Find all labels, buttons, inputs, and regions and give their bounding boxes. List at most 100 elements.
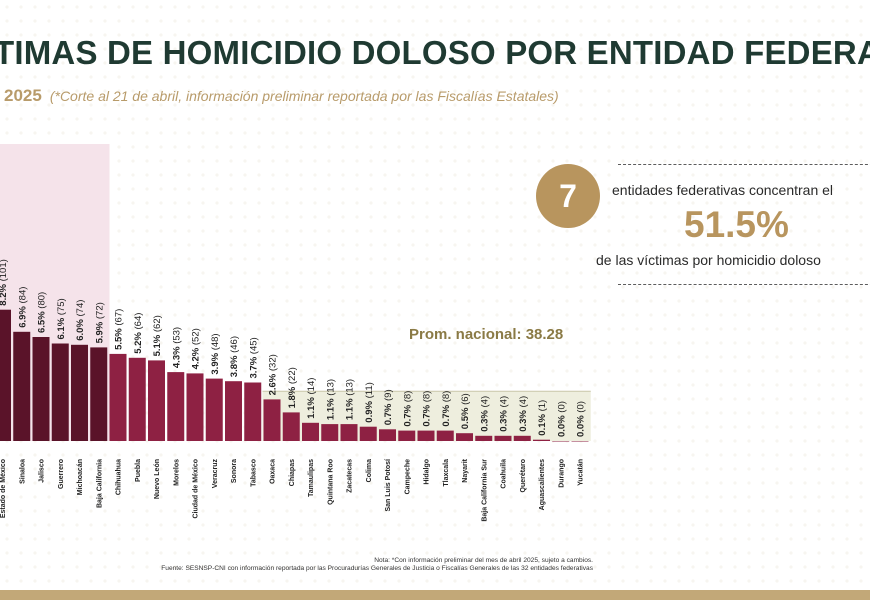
dashed-divider-top [618, 164, 870, 165]
bar-10 [186, 373, 204, 441]
bar-14 [263, 399, 281, 441]
bar-15 [282, 412, 300, 441]
bar-23 [436, 430, 454, 441]
category-label-8: Nuevo León [154, 459, 161, 499]
bar-27 [513, 435, 531, 441]
bar-4 [71, 344, 88, 441]
bar-label-25: 0.3% (4) [479, 396, 490, 432]
footnote: Nota: *Con información preliminar del me… [374, 557, 593, 564]
category-label-1: Sinaloa [19, 459, 26, 484]
bar-20 [379, 429, 396, 441]
category-label-14: Oaxaca [270, 459, 277, 484]
bar-label-0: 8.2% (101) [0, 259, 9, 305]
bar-17 [321, 424, 339, 441]
category-label-7: Puebla [135, 459, 142, 482]
category-label-18: Zacatecas [347, 459, 354, 493]
subtitle-note: (*Corte al 21 de abril, información prel… [49, 88, 559, 104]
bar-label-27: 0.3% (4) [518, 396, 529, 432]
category-label-6: Chihuahua [116, 459, 123, 495]
bar-label-22: 0.7% (8) [422, 391, 433, 427]
category-label-28: Aguascalientes [539, 459, 546, 510]
bar-label-21: 0.7% (8) [402, 391, 413, 427]
bar-label-1: 6.9% (84) [17, 287, 28, 328]
bar-label-18: 1.1% (13) [345, 379, 356, 420]
bar-5 [90, 347, 108, 441]
bar-label-20: 0.7% (9) [383, 389, 394, 425]
bar-label-29: 0.0% (0) [556, 401, 567, 437]
average-label: Prom. nacional: 38.28 [409, 326, 564, 343]
bar-16 [302, 422, 319, 441]
bar-label-28: 0.1% (1) [537, 400, 548, 436]
source-note: Fuente: SESNSP-CNI con información repor… [161, 565, 593, 572]
bar-label-26: 0.3% (4) [499, 396, 510, 432]
count-circle: 7 [536, 164, 600, 228]
bar-26 [494, 435, 512, 441]
bar-21 [398, 430, 416, 441]
bar-11 [205, 378, 223, 441]
category-label-17: Quintana Roo [327, 459, 334, 505]
callout-text-2: de las víctimas por homicidio doloso [596, 252, 821, 268]
bar-29 [552, 441, 570, 442]
bar-6 [109, 353, 127, 441]
category-label-13: Tabasco [250, 459, 257, 487]
bar-label-13: 3.7% (45) [248, 337, 259, 378]
bar-13 [244, 382, 262, 441]
category-label-5: Baja California [96, 459, 103, 508]
bar-2 [32, 337, 50, 441]
category-label-10: Ciudad de México [193, 459, 200, 519]
bar-label-19: 0.9% (11) [364, 382, 375, 423]
category-label-23: Tlaxcala [443, 459, 450, 487]
category-label-4: Michoacán [77, 459, 84, 495]
category-label-20: San Luis Potosí [385, 458, 392, 512]
category-label-9: Morelos [173, 459, 180, 486]
bar-12 [225, 381, 242, 441]
bar-label-8: 5.1% (62) [152, 315, 163, 356]
callout-box: 7 entidades federativas concentran el 51… [534, 150, 870, 300]
category-label-30: Yucatán [578, 459, 585, 486]
bar-0 [0, 309, 11, 441]
category-label-3: Guerrero [58, 459, 65, 489]
category-label-26: Coahuila [501, 459, 508, 489]
bar-18 [340, 424, 358, 441]
bar-label-15: 1.8% (22) [287, 367, 298, 408]
bar-label-6: 5.5% (67) [114, 309, 125, 350]
bottom-band [0, 590, 870, 600]
category-label-2: Jalisco [39, 459, 46, 483]
bar-25 [475, 435, 493, 441]
bar-label-11: 3.9% (48) [210, 333, 221, 374]
dashed-divider-bottom [618, 284, 870, 285]
bar-28 [533, 439, 550, 441]
category-label-22: Hidalgo [424, 459, 431, 485]
category-label-15: Chiapas [289, 459, 296, 486]
bar-label-12: 3.8% (46) [229, 336, 240, 377]
bar-label-5: 5.9% (72) [94, 302, 105, 343]
bar-label-7: 5.2% (64) [133, 313, 144, 354]
category-label-29: Durango [558, 459, 565, 488]
category-label-25: Baja California Sur [481, 459, 488, 522]
category-label-11: Veracruz [212, 459, 219, 489]
category-label-0: Estado de México [0, 459, 7, 518]
bar-label-23: 0.7% (8) [441, 391, 452, 427]
category-label-12: Sonora [231, 459, 238, 483]
bar-label-14: 2.6% (32) [268, 354, 279, 395]
bar-19 [359, 426, 377, 441]
bar-label-24: 0.5% (6) [460, 393, 471, 429]
category-label-16: Tamaulipas [308, 459, 315, 497]
callout-percent: 51.5% [684, 204, 789, 245]
page-title: TIMAS DE HOMICIDIO DOLOSO POR ENTIDAD FE… [0, 34, 870, 71]
bar-24 [456, 433, 473, 441]
subtitle: 2025 (*Corte al 21 de abril, información … [4, 86, 559, 106]
bar-30 [571, 441, 589, 442]
bar-label-9: 4.3% (53) [171, 327, 182, 368]
bar-1 [13, 331, 31, 441]
bar-9 [167, 372, 185, 441]
bar-8 [148, 360, 165, 441]
bar-label-17: 1.1% (13) [325, 379, 336, 420]
callout-text-1: entidades federativas concentran el [612, 182, 834, 198]
bar-22 [417, 430, 435, 441]
bar-label-3: 6.1% (75) [56, 298, 67, 339]
bar-label-30: 0.0% (0) [576, 401, 587, 437]
bar-label-4: 6.0% (74) [75, 300, 86, 341]
